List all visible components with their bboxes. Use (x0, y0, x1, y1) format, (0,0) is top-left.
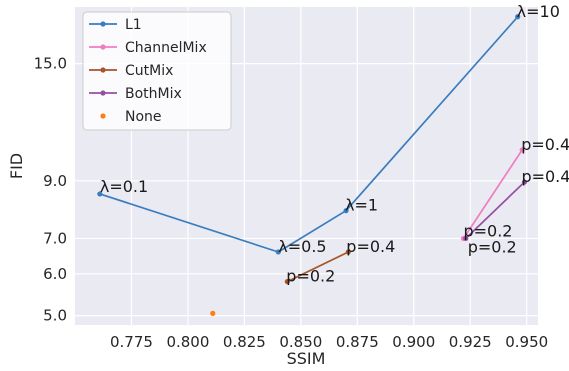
x-tick-label: 0.875 (336, 333, 379, 351)
data-point-l1 (275, 249, 281, 255)
x-tick-label: 0.800 (166, 333, 209, 351)
series-line-channelmix (462, 149, 523, 239)
point-label-bothmix: p=0.2 (468, 237, 517, 256)
x-tick-label: 0.775 (110, 333, 153, 351)
y-tick-label: 9.0 (43, 172, 67, 190)
legend-label-none: None (125, 109, 162, 125)
point-label-bothmix: p=0.4 (521, 167, 569, 186)
legend-marker-l1 (100, 21, 106, 27)
point-label-l1: λ=1 (345, 196, 378, 215)
x-tick-label: 0.900 (392, 333, 435, 351)
x-axis-label: SSIM (287, 349, 326, 368)
x-tick-labels: 0.775 0.800 0.825 0.850 0.875 0.900 0.925 0.950 (110, 333, 548, 351)
series-line-cutmix (286, 251, 349, 283)
y-tick-label: 6.0 (43, 265, 67, 283)
legend-marker-cutmix (100, 67, 106, 73)
series-points (97, 14, 528, 316)
legend-label-bothmix: BothMix (125, 86, 182, 102)
point-label-cutmix: p=0.2 (286, 267, 335, 286)
data-point-channelmix (519, 147, 525, 153)
series-lines (99, 16, 525, 283)
data-point-bothmix (521, 179, 528, 185)
legend-marker-channelmix (100, 44, 106, 50)
y-tick-label: 15.0 (34, 55, 67, 73)
data-point-l1 (515, 14, 521, 20)
data-point-l1 (343, 208, 349, 214)
x-tick-label: 0.950 (505, 333, 548, 351)
point-label-channelmix: p=0.2 (463, 221, 512, 240)
legend: L1 ChannelMix CutMix BothMix None (82, 11, 232, 131)
legend-marker-none (100, 113, 106, 119)
legend-marker-bothmix (100, 90, 106, 96)
point-annotations: λ=0.1 λ=0.5 λ=1 λ=10 p=0.2 p=0.4 p=0.2 p=0.4 p=0… (100, 2, 569, 286)
legend-label-l1: L1 (125, 17, 142, 33)
x-tick-label: 0.850 (279, 333, 322, 351)
y-tick-labels: 5.0 6.0 7.0 9.0 15.0 (34, 55, 67, 325)
data-point-l1 (97, 191, 103, 197)
data-point-cutmix (345, 249, 351, 255)
x-tick-label: 0.925 (449, 333, 492, 351)
legend-box (82, 11, 232, 131)
legend-label-channelmix: ChannelMix (125, 40, 207, 56)
data-point-cutmix (284, 278, 290, 285)
y-tick-label: 7.0 (43, 229, 67, 247)
point-label-cutmix: p=0.4 (346, 237, 395, 256)
y-axis-label: FID (7, 153, 26, 179)
point-label-l1: λ=0.1 (100, 177, 148, 196)
grid-lines (75, 7, 538, 325)
x-tick-label: 0.825 (223, 333, 266, 351)
legend-label-cutmix: CutMix (125, 63, 173, 79)
point-label-channelmix: p=0.4 (521, 135, 569, 154)
data-point-none (210, 310, 216, 316)
data-point-bothmix (463, 235, 469, 242)
series-line-l1 (99, 16, 519, 253)
point-label-l1: λ=0.5 (278, 237, 326, 256)
point-label-l1: λ=10 (517, 2, 560, 21)
series-line-bothmix (465, 181, 525, 240)
y-tick-label: 5.0 (43, 307, 67, 325)
